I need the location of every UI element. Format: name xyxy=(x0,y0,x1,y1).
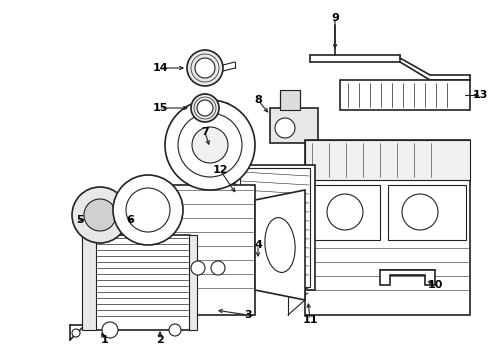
Text: 12: 12 xyxy=(212,165,228,175)
Circle shape xyxy=(113,175,183,245)
Circle shape xyxy=(126,188,170,232)
Circle shape xyxy=(192,127,228,163)
Circle shape xyxy=(191,94,219,122)
Text: 3: 3 xyxy=(244,310,252,320)
Text: 5: 5 xyxy=(76,215,84,225)
Text: 13: 13 xyxy=(472,90,488,100)
Bar xyxy=(95,235,190,330)
Circle shape xyxy=(178,113,242,177)
Polygon shape xyxy=(380,270,435,285)
Circle shape xyxy=(195,58,215,78)
Bar xyxy=(235,165,315,290)
Text: 11: 11 xyxy=(302,315,318,325)
Circle shape xyxy=(187,50,223,86)
Circle shape xyxy=(84,199,116,231)
Text: 6: 6 xyxy=(126,215,134,225)
Text: 7: 7 xyxy=(201,127,209,137)
Text: 2: 2 xyxy=(156,335,164,345)
Bar xyxy=(270,108,318,143)
Text: 1: 1 xyxy=(101,335,109,345)
Circle shape xyxy=(402,194,438,230)
Circle shape xyxy=(169,324,181,336)
Bar xyxy=(388,185,466,240)
Circle shape xyxy=(275,118,295,138)
Ellipse shape xyxy=(265,217,295,273)
Text: 10: 10 xyxy=(427,280,442,290)
Circle shape xyxy=(191,261,205,275)
Circle shape xyxy=(72,187,128,243)
Text: 8: 8 xyxy=(254,95,262,105)
Circle shape xyxy=(102,322,118,338)
Bar xyxy=(82,235,96,330)
Bar xyxy=(280,90,300,110)
Bar xyxy=(305,140,470,315)
Circle shape xyxy=(165,100,255,190)
Polygon shape xyxy=(255,190,305,300)
Bar xyxy=(170,185,255,315)
Circle shape xyxy=(327,194,363,230)
Bar xyxy=(340,80,470,110)
Bar xyxy=(305,140,470,180)
Text: 14: 14 xyxy=(152,63,168,73)
Text: 15: 15 xyxy=(152,103,168,113)
Circle shape xyxy=(72,329,80,337)
Bar xyxy=(310,185,380,240)
Circle shape xyxy=(211,261,225,275)
Circle shape xyxy=(197,100,213,116)
Text: 4: 4 xyxy=(254,240,262,250)
Bar xyxy=(240,168,310,287)
Bar xyxy=(189,235,197,330)
Text: 9: 9 xyxy=(331,13,339,23)
